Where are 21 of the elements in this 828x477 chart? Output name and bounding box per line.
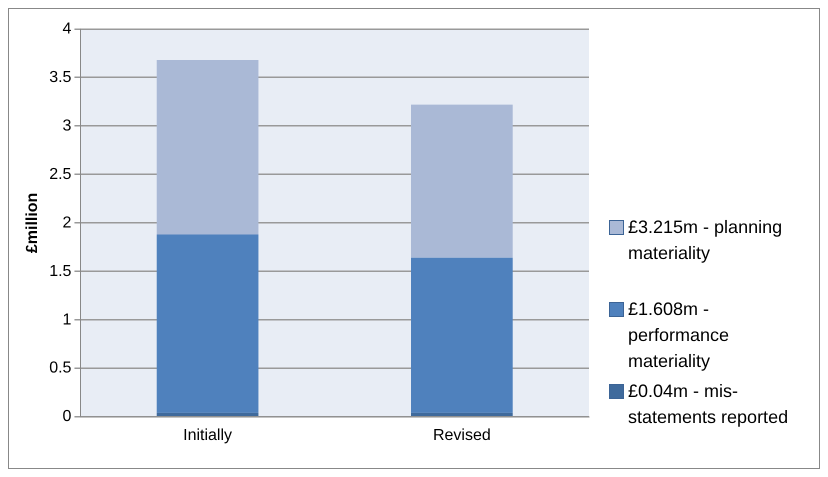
y-tick-label: 0 — [62, 408, 72, 426]
y-axis-title: £million — [24, 192, 42, 254]
x-tick-label: Initially — [183, 426, 232, 444]
bar — [411, 412, 513, 416]
x-tick-label: Revised — [432, 426, 491, 444]
bar — [156, 234, 258, 413]
bar — [411, 258, 513, 413]
legend-label: £0.04m - mis-statements reported — [628, 380, 790, 429]
bar — [156, 60, 258, 235]
y-tick-label: 3 — [62, 117, 72, 134]
bar — [156, 412, 258, 416]
y-tick-label: 3.5 — [49, 68, 72, 86]
legend-label: £3.215m - planning materiality — [628, 216, 784, 265]
y-tick-label: 1.5 — [49, 262, 72, 280]
bar — [411, 104, 513, 258]
legend-label: £1.608m - performance materiality — [628, 298, 730, 373]
y-tick-label: 0.5 — [49, 360, 72, 377]
y-tick-label: 4 — [62, 20, 72, 38]
y-tick-label: 2 — [62, 214, 72, 232]
y-tick-label: 2.5 — [49, 166, 72, 183]
y-tick-label: 1 — [62, 311, 72, 328]
